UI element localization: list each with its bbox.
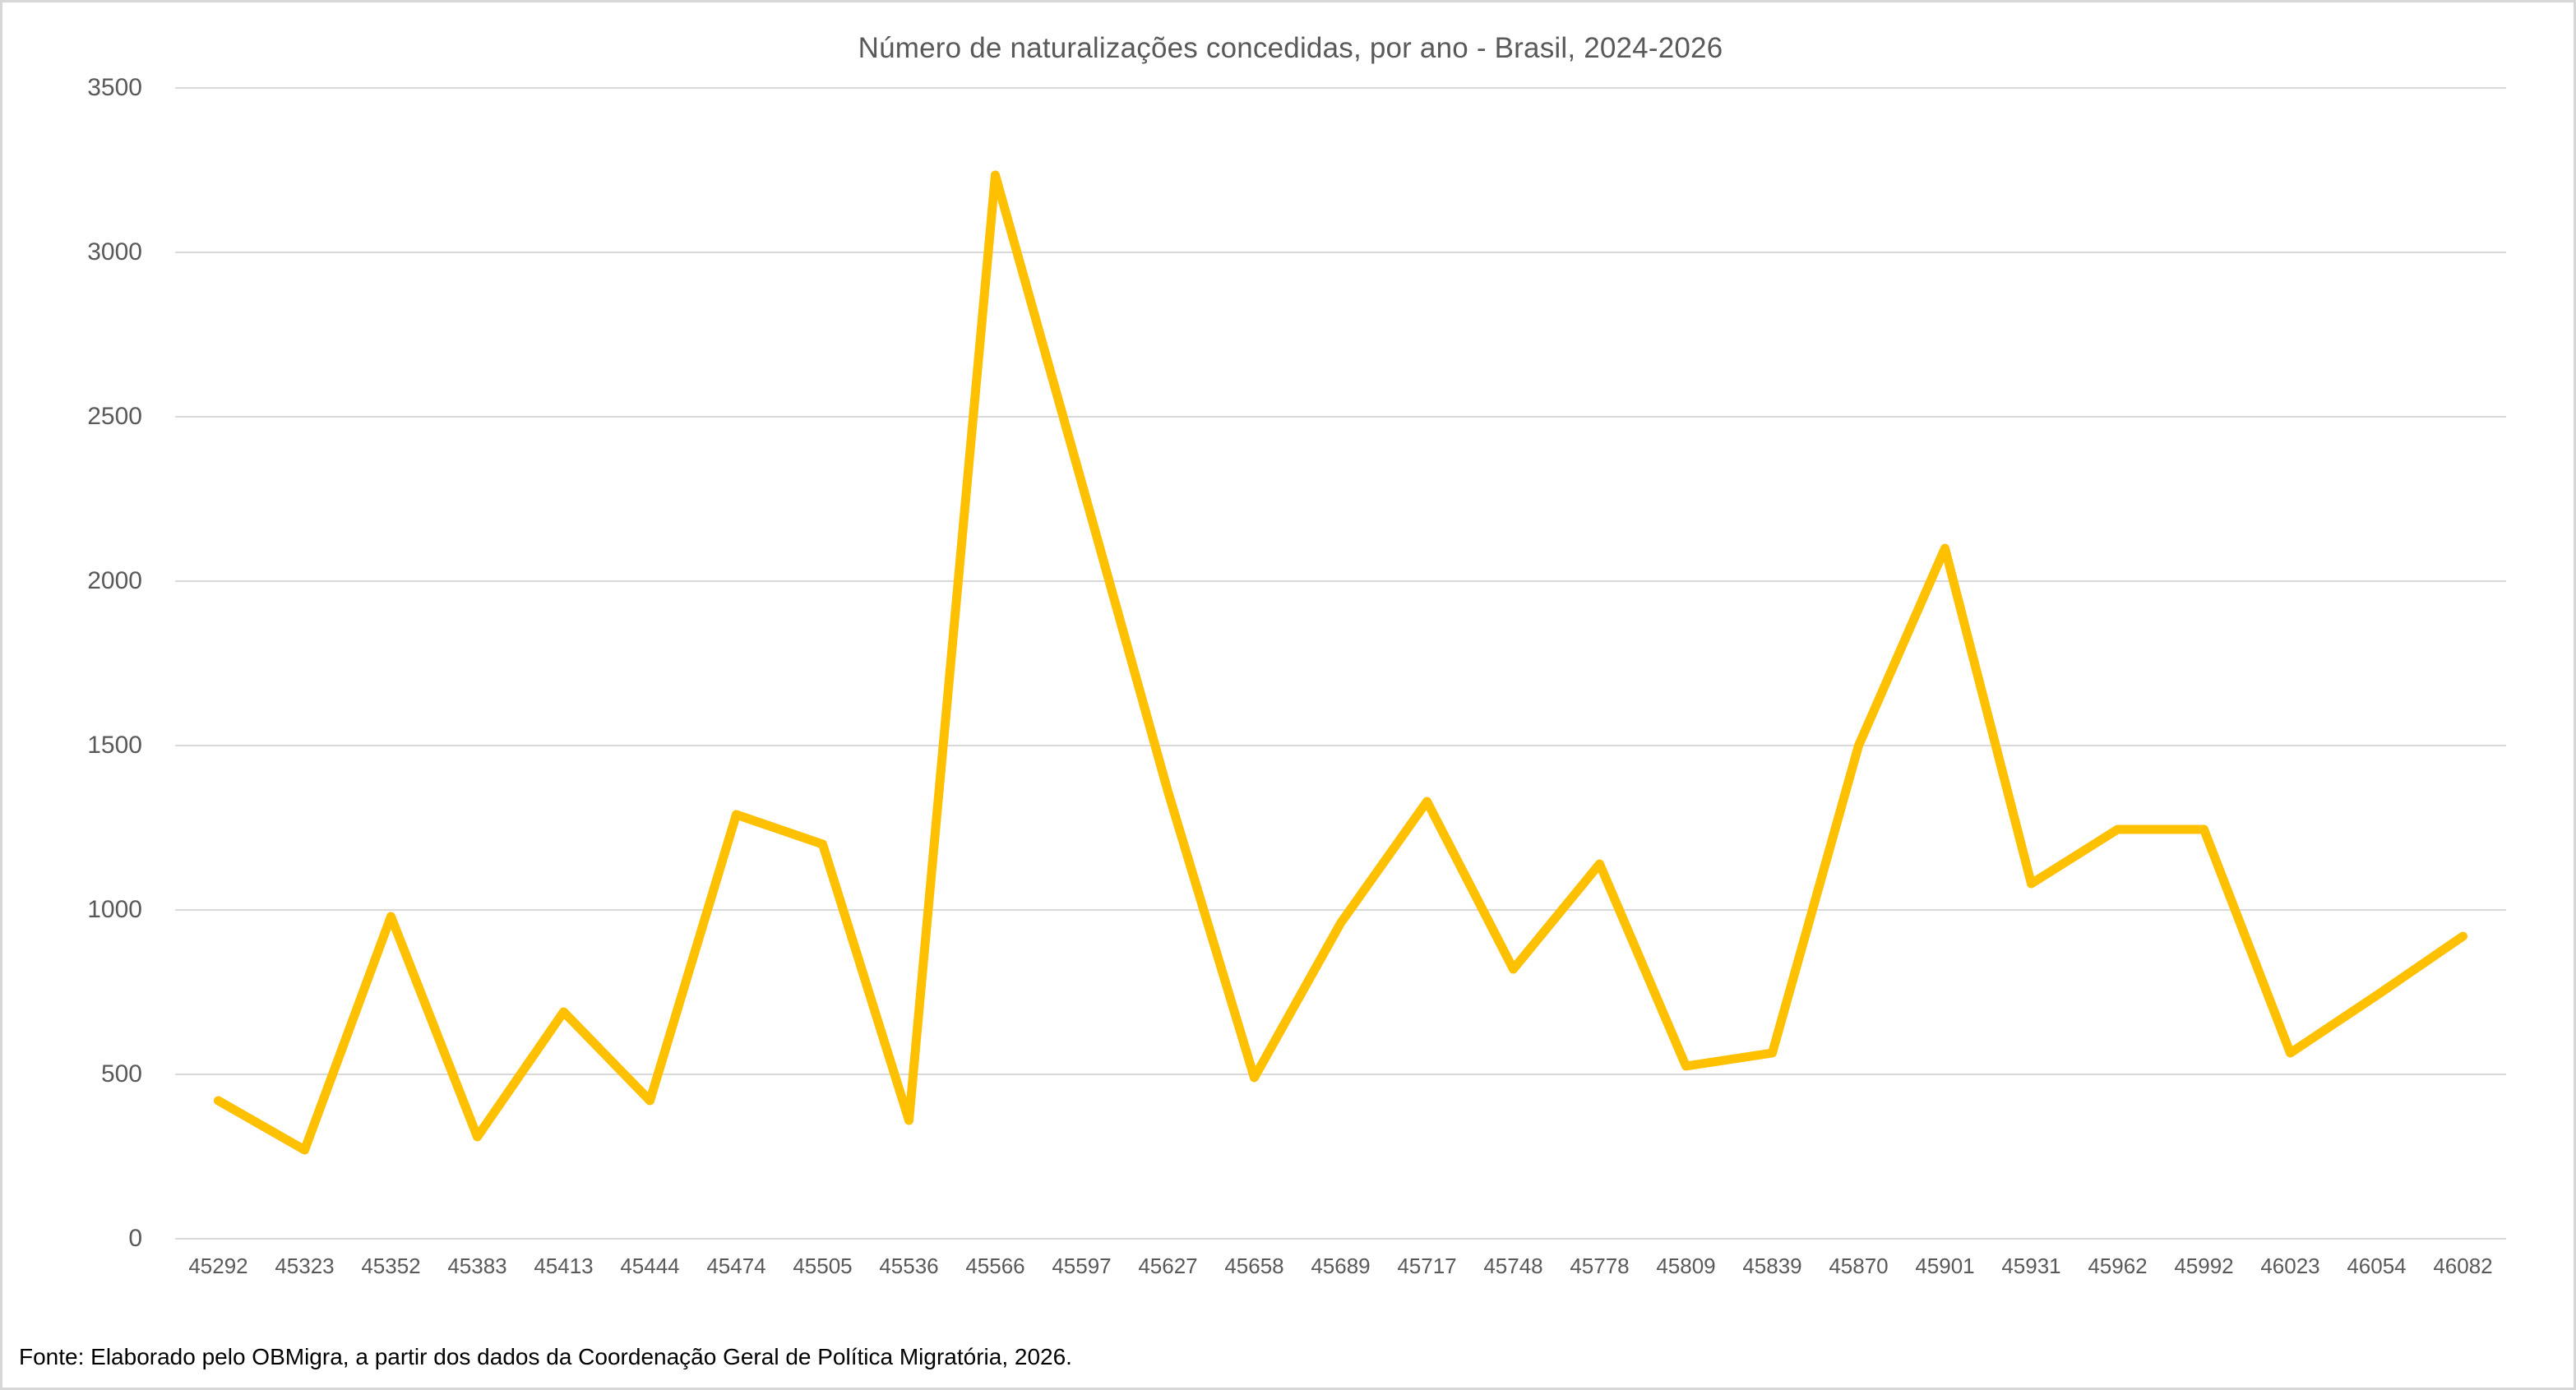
x-tick-label: 45809 [1656,1254,1716,1278]
gridlines [175,87,2506,1240]
x-tick-label: 45352 [361,1254,421,1278]
x-tick-label: 45778 [1570,1254,1630,1278]
x-tick-label: 45323 [275,1254,335,1278]
x-tick-label: 45505 [793,1254,853,1278]
x-tick-label: 46023 [2260,1254,2320,1278]
x-tick-label: 45627 [1138,1254,1198,1278]
x-tick-label: 45536 [879,1254,939,1278]
x-tick-label: 45413 [534,1254,594,1278]
x-tick-label: 45839 [1742,1254,1802,1278]
x-tick-label: 45870 [1829,1254,1889,1278]
x-tick-label: 45962 [2088,1254,2148,1278]
x-tick-label: 45658 [1224,1254,1284,1278]
source-note: Fonte: Elaborado pelo OBMigra, a partir … [19,1344,1072,1369]
x-tick-label: 45597 [1052,1254,1112,1278]
x-tick-label: 45748 [1483,1254,1543,1278]
chart-title: Número de naturalizações concedidas, por… [858,32,1723,64]
x-tick-label: 45992 [2174,1254,2234,1278]
x-tick-label: 45901 [1915,1254,1975,1278]
series-line-naturalizacoes [214,170,2467,1155]
y-tick-label: 3000 [87,238,142,266]
x-tick-label: 45292 [188,1254,248,1278]
x-tick-label: 45566 [965,1254,1025,1278]
y-tick-label: 3500 [87,74,142,101]
y-tick-label: 2000 [87,567,142,594]
y-tick-label: 1500 [87,732,142,759]
y-tick-label: 1000 [87,896,142,923]
x-tick-label: 45383 [447,1254,507,1278]
x-tick-label: 45689 [1311,1254,1371,1278]
y-tick-label: 500 [100,1060,142,1088]
x-tick-label: 45717 [1397,1254,1457,1278]
x-tick-label: 46054 [2347,1254,2407,1278]
x-tick-label: 45931 [2001,1254,2061,1278]
y-tick-label: 0 [128,1225,142,1252]
x-tick-label: 45444 [620,1254,680,1278]
x-tick-label: 46082 [2433,1254,2493,1278]
y-tick-label: 2500 [87,403,142,430]
x-tick-label: 45474 [706,1254,766,1278]
